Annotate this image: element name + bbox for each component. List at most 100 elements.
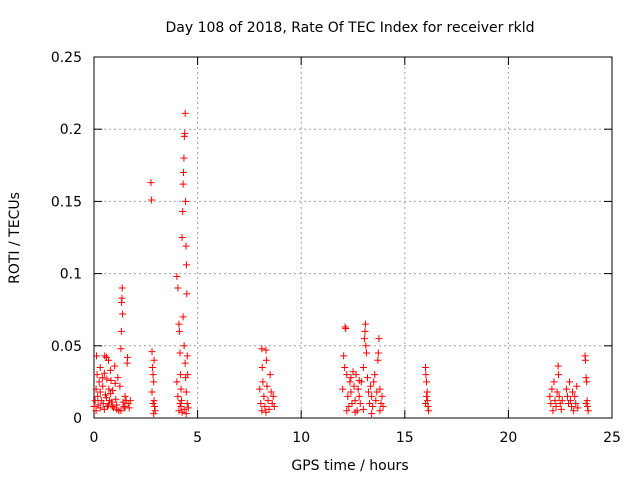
data-point xyxy=(180,405,188,413)
data-point xyxy=(92,407,100,415)
data-point xyxy=(558,397,566,405)
data-point xyxy=(359,363,367,371)
data-point xyxy=(174,392,182,400)
data-point xyxy=(150,378,158,386)
data-point xyxy=(355,376,363,384)
data-point xyxy=(569,388,577,396)
data-point xyxy=(90,402,98,410)
data-point xyxy=(173,272,181,280)
data-point xyxy=(175,320,183,328)
data-point xyxy=(175,327,183,335)
data-point xyxy=(256,385,264,393)
data-point xyxy=(148,348,156,356)
data-point xyxy=(148,196,156,204)
y-tick-label: 0 xyxy=(73,411,82,427)
data-point xyxy=(151,402,159,410)
data-point xyxy=(366,400,374,408)
data-point xyxy=(583,378,591,386)
data-point xyxy=(341,363,349,371)
x-tick-label: 5 xyxy=(193,430,202,446)
data-point xyxy=(262,346,270,354)
data-point xyxy=(184,371,192,379)
data-point xyxy=(339,385,347,393)
data-point xyxy=(182,410,190,418)
data-point xyxy=(354,385,362,393)
data-point xyxy=(126,397,134,405)
data-point xyxy=(105,356,113,364)
data-point xyxy=(100,369,108,377)
data-point xyxy=(581,356,589,364)
data-point xyxy=(149,371,157,379)
data-point xyxy=(182,197,190,205)
data-point xyxy=(554,362,562,370)
data-point xyxy=(148,363,156,371)
x-tick-label: 15 xyxy=(396,430,414,446)
data-point xyxy=(267,388,275,396)
data-point xyxy=(374,356,382,364)
data-point xyxy=(355,392,363,400)
data-point xyxy=(371,371,379,379)
data-point xyxy=(370,378,378,386)
data-point xyxy=(177,385,185,393)
data-point xyxy=(546,392,554,400)
data-point xyxy=(96,404,104,412)
data-point xyxy=(269,392,277,400)
data-point xyxy=(348,400,356,408)
x-tick-label: 20 xyxy=(499,430,517,446)
data-point xyxy=(423,388,431,396)
data-point xyxy=(149,400,157,408)
data-point xyxy=(181,359,189,367)
data-point xyxy=(119,398,127,406)
data-point xyxy=(356,400,364,408)
data-point xyxy=(582,400,590,408)
data-point xyxy=(102,394,110,402)
y-tick-label: 0.25 xyxy=(51,50,82,66)
data-point xyxy=(121,392,129,400)
data-point xyxy=(573,382,581,390)
data-point xyxy=(182,242,190,250)
data-point xyxy=(562,385,570,393)
data-point xyxy=(91,397,99,405)
data-point xyxy=(552,402,560,410)
x-tick-label: 25 xyxy=(603,430,621,446)
data-point xyxy=(584,402,592,410)
data-point xyxy=(574,404,582,412)
data-point xyxy=(177,371,185,379)
data-point xyxy=(179,313,187,321)
data-point xyxy=(107,366,115,374)
data-point xyxy=(262,408,270,416)
axis-ticks xyxy=(93,56,613,419)
data-point xyxy=(101,352,109,360)
data-point xyxy=(352,371,360,379)
data-point xyxy=(369,402,377,410)
data-point xyxy=(96,363,104,371)
x-tick-labels: 0 5 10 15 20 25 xyxy=(90,430,621,446)
data-point xyxy=(180,342,188,350)
data-point xyxy=(176,349,184,357)
data-point xyxy=(422,371,430,379)
data-point xyxy=(557,405,565,413)
data-point xyxy=(111,362,119,370)
data-point xyxy=(259,378,267,386)
data-point xyxy=(347,374,355,382)
data-point xyxy=(98,374,106,382)
data-point xyxy=(174,284,182,292)
data-point xyxy=(572,400,580,408)
data-point xyxy=(118,284,126,292)
data-point xyxy=(351,408,359,416)
data-point xyxy=(361,320,369,328)
data-point xyxy=(368,410,376,418)
data-point xyxy=(375,335,383,343)
data-point xyxy=(150,356,158,364)
data-point xyxy=(260,392,268,400)
data-point xyxy=(107,389,115,397)
data-point xyxy=(568,402,576,410)
data-point xyxy=(341,323,349,331)
data-point xyxy=(107,376,115,384)
data-point xyxy=(110,404,118,412)
data-point xyxy=(111,379,119,387)
data-point xyxy=(105,401,113,409)
data-point xyxy=(376,407,384,415)
data-point xyxy=(566,378,574,386)
